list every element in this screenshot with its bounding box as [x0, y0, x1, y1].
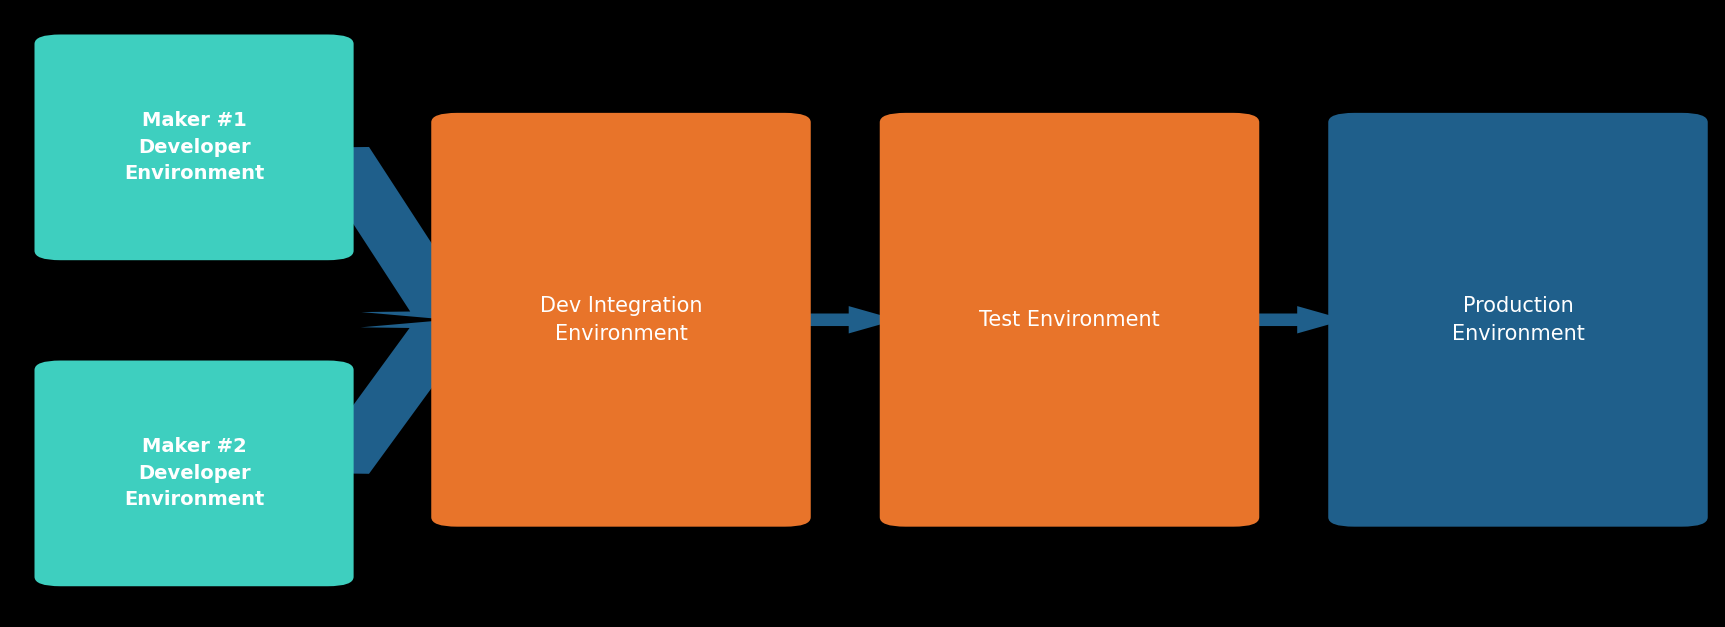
FancyBboxPatch shape — [431, 113, 811, 527]
Text: Maker #1
Developer
Environment: Maker #1 Developer Environment — [124, 112, 264, 183]
FancyBboxPatch shape — [1328, 113, 1708, 527]
FancyBboxPatch shape — [34, 361, 354, 586]
Text: Test Environment: Test Environment — [980, 310, 1159, 330]
Text: Maker #2
Developer
Environment: Maker #2 Developer Environment — [124, 438, 264, 509]
Text: Dev Integration
Environment: Dev Integration Environment — [540, 296, 702, 344]
FancyBboxPatch shape — [34, 34, 354, 260]
Text: Production
Environment: Production Environment — [1451, 296, 1585, 344]
Polygon shape — [304, 320, 524, 474]
Polygon shape — [304, 147, 524, 320]
FancyBboxPatch shape — [880, 113, 1259, 527]
Polygon shape — [1242, 306, 1346, 334]
Polygon shape — [794, 306, 897, 334]
